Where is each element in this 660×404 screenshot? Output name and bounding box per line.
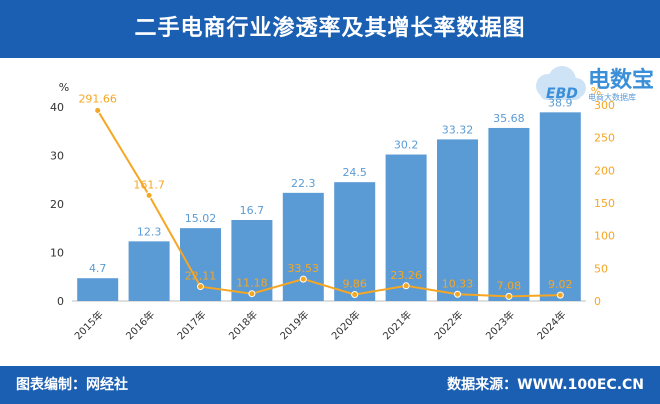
y-left-tick-label: 10 <box>50 247 64 260</box>
line-data-label: 291.66 <box>78 92 117 105</box>
line-data-label: 161.7 <box>133 178 165 191</box>
line-data-label: 23.26 <box>390 269 422 282</box>
line-data-label: 22.11 <box>185 270 217 283</box>
line-data-label: 11.18 <box>236 277 268 290</box>
line-data-label: 9.86 <box>342 278 367 291</box>
y-right-tick-label: 300 <box>594 99 615 112</box>
bar-data-label: 38.9 <box>548 96 573 109</box>
bar-data-label: 24.5 <box>342 166 367 179</box>
bar-data-label: 22.3 <box>291 177 316 190</box>
growth-point <box>505 292 513 300</box>
footer-credit: 图表编制：网经社 <box>16 377 128 393</box>
footer-source: 数据来源：WWW.100EC.CN <box>447 377 644 393</box>
x-tick-label: 2024年 <box>534 308 568 342</box>
y-left-tick-label: 30 <box>50 150 64 163</box>
x-tick-label: 2015年 <box>72 308 106 342</box>
bar-data-label: 30.2 <box>394 139 419 152</box>
bar-data-label: 15.02 <box>185 212 217 225</box>
logo-cloud-text: EBD <box>546 86 578 102</box>
y-left-tick-label: 20 <box>50 198 64 211</box>
page-title: 二手电商行业渗透率及其增长率数据图 <box>134 16 526 41</box>
y-right-tick-label: 50 <box>594 262 608 275</box>
y-left-axis-label: % <box>59 81 69 94</box>
bar <box>180 228 221 301</box>
bar <box>231 220 273 301</box>
bar <box>437 139 478 301</box>
x-tick-label: 2021年 <box>380 308 414 342</box>
bar <box>77 278 119 301</box>
y-right-tick-label: 100 <box>594 230 615 243</box>
header-bar: 二手电商行业渗透率及其增长率数据图 <box>0 0 660 58</box>
x-tick-label: 2019年 <box>277 308 311 342</box>
growth-point <box>402 282 410 290</box>
bar-data-label: 4.7 <box>89 262 107 275</box>
growth-line <box>96 109 561 298</box>
footer-bar: 图表编制：网经社 数据来源：WWW.100EC.CN <box>0 366 660 404</box>
x-tick-label: 2017年 <box>174 308 208 342</box>
chart: 0 10 20 30 40% 0 50 100 150 200 250 300% 2015年 2016年 2… <box>50 81 615 342</box>
x-tick-label: 2020年 <box>329 308 363 342</box>
y-right-axis-label: % <box>591 85 601 98</box>
y-right-tick-label: 200 <box>594 164 615 177</box>
growth-point <box>454 290 461 298</box>
growth-point <box>197 283 204 291</box>
bar <box>385 154 427 301</box>
bar <box>539 112 581 302</box>
line-data-label: 10.33 <box>442 277 474 290</box>
y-left-tick-label: 0 <box>57 295 64 308</box>
growth-point <box>299 275 307 283</box>
x-tick-label: 2018年 <box>226 308 260 342</box>
bar-data-label: 35.68 <box>493 112 525 125</box>
y-right-tick-label: 0 <box>594 295 601 308</box>
logo-name: 电数宝 <box>588 68 655 93</box>
bar-data-label: 33.32 <box>442 123 474 136</box>
growth-point <box>556 291 564 299</box>
cloud-shape <box>536 66 586 100</box>
y-right-tick-label: 150 <box>594 197 615 210</box>
y-right-tick-label: 250 <box>594 132 615 145</box>
growth-point <box>351 291 359 299</box>
bar-data-label: 12.3 <box>137 225 162 238</box>
y-left-tick-label: 40 <box>50 101 64 114</box>
x-tick-label: 2016年 <box>123 308 157 342</box>
bar <box>488 127 530 302</box>
logo-subtitle: 电商大数据库 <box>588 93 636 102</box>
logo-cloud-icon: EBD <box>536 66 586 102</box>
x-tick-label: 2023年 <box>483 308 517 342</box>
growth-point <box>145 191 153 199</box>
bar <box>334 182 376 301</box>
x-tick-label: 2022年 <box>431 308 465 342</box>
bar-data-label: 16.7 <box>240 204 265 217</box>
line-data-label: 33.53 <box>288 262 320 275</box>
bar <box>282 192 324 301</box>
line-data-label: 9.02 <box>548 278 573 291</box>
bar <box>128 241 170 301</box>
growth-point <box>94 106 102 114</box>
line-data-label: 7.08 <box>497 279 522 292</box>
growth-point <box>248 290 256 298</box>
